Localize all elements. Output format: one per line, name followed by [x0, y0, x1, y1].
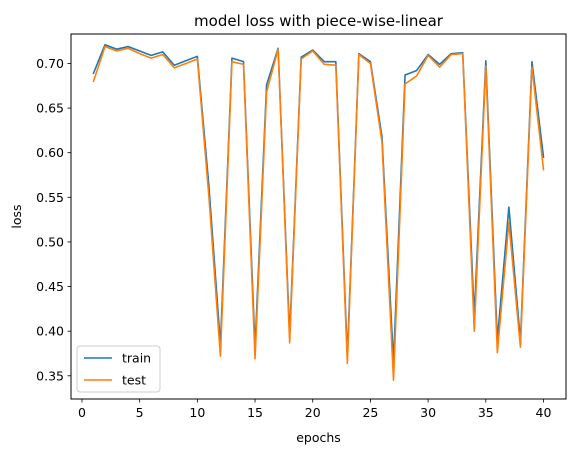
- x-tick-label: 20: [305, 405, 321, 420]
- y-tick-label: 0.35: [36, 368, 64, 383]
- legend-label-train: train: [122, 351, 151, 366]
- series-line-train: [92, 43, 545, 364]
- x-axis: 0 5 10 15 20 25 30 35 40: [78, 399, 552, 420]
- y-tick-label: 0.65: [36, 101, 64, 116]
- y-tick-label: 0.40: [36, 324, 64, 339]
- x-tick-label: 10: [189, 405, 205, 420]
- chart-title: model loss with piece-wise-linear: [194, 12, 444, 30]
- series-layer: [92, 43, 545, 382]
- x-tick-label: 0: [78, 405, 86, 420]
- y-tick-label: 0.70: [36, 56, 64, 71]
- legend-label-test: test: [122, 373, 146, 388]
- x-tick-label: 30: [420, 405, 436, 420]
- y-tick-label: 0.55: [36, 190, 64, 205]
- y-tick-label: 0.45: [36, 279, 64, 294]
- y-tick-label: 0.50: [36, 234, 64, 249]
- legend: train test: [76, 345, 161, 393]
- x-axis-label: epochs: [296, 430, 341, 445]
- x-tick-label: 40: [536, 405, 552, 420]
- y-axis-label: loss: [9, 204, 24, 228]
- series-line-test: [92, 45, 545, 382]
- x-tick-label: 15: [247, 405, 263, 420]
- y-axis: 0.35 0.40 0.45 0.50 0.55 0.60 0.65 0.70: [36, 56, 71, 383]
- y-tick-label: 0.60: [36, 145, 64, 160]
- x-tick-label: 5: [136, 405, 144, 420]
- x-tick-label: 25: [362, 405, 378, 420]
- plot-frame: [70, 33, 567, 400]
- x-tick-label: 35: [478, 405, 494, 420]
